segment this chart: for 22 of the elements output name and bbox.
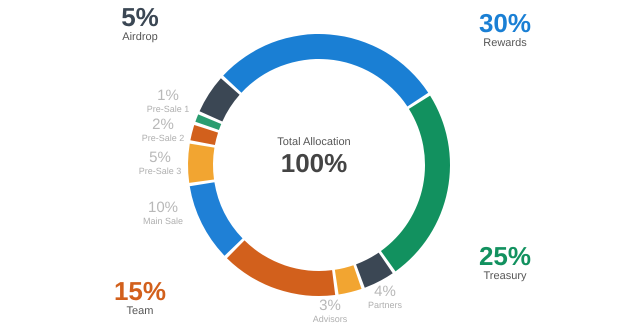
data-label: 30% [478,8,532,38]
data-label: 5% [120,2,160,32]
data-label: 4% [373,283,397,300]
data-label: 15% [112,276,168,306]
text: 100% [280,148,348,179]
data-label: 25% [478,241,532,271]
text: Total Allocation [276,136,352,148]
slice-label: Pre-Sale 3 [138,166,182,176]
slice-label: Team [126,305,154,317]
slice-label: Pre-Sale 2 [140,133,186,143]
slice-label: Pre-Sale 1 [146,104,190,114]
slice-label: Airdrop [121,31,159,43]
slice-label: Rewards [482,37,528,49]
data-label: 5% [148,149,172,166]
data-label: 3% [319,297,341,314]
slice-label: Partners [366,300,403,310]
data-label: 10% [146,199,180,216]
slice-label: Treasury [482,270,528,282]
slice-label: Advisors [312,314,348,324]
data-label: 1% [156,87,180,104]
data-label: 2% [151,116,175,133]
slice-label: Main Sale [142,216,184,226]
